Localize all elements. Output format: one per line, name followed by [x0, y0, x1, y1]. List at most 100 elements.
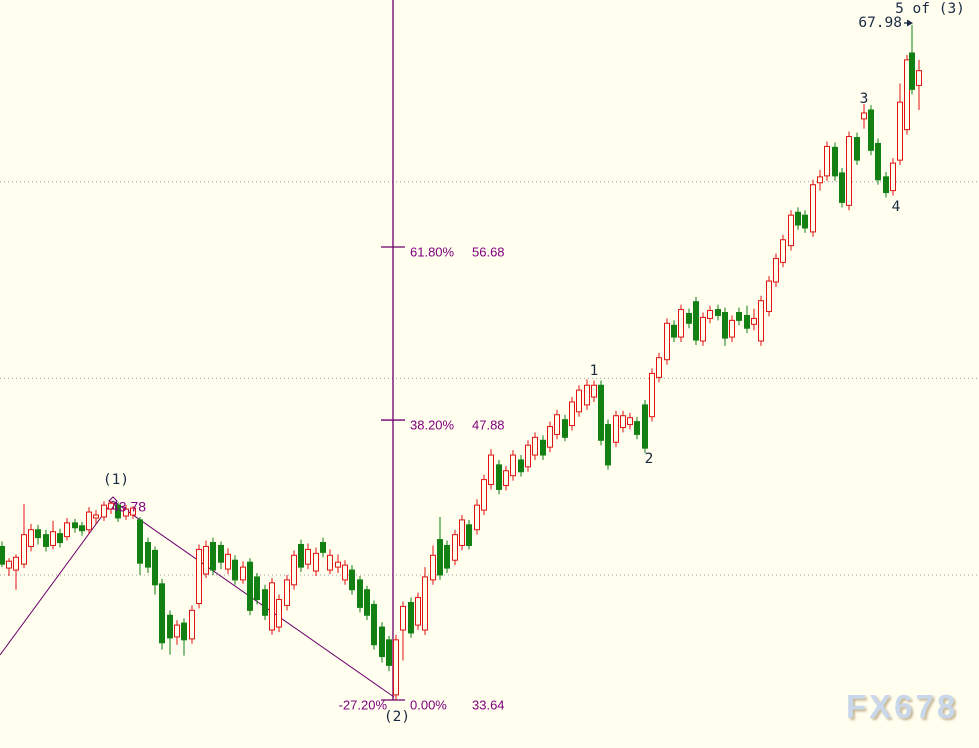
wave-label: 5 of (3): [895, 1, 965, 17]
trendline: [0, 500, 114, 656]
candle-body: [795, 211, 801, 226]
candle-body: [444, 544, 450, 569]
candle-body: [225, 553, 231, 570]
candle-body: [152, 549, 158, 586]
candle-body: [868, 109, 874, 151]
candle-body: [210, 542, 216, 571]
candle-body: [167, 614, 173, 639]
candle-body: [569, 401, 575, 427]
wave-label: (1): [103, 472, 129, 488]
candle-body: [371, 603, 377, 646]
candle-body: [437, 539, 443, 576]
candle-body: [35, 529, 41, 539]
candle-body: [547, 426, 553, 448]
candle-body: [115, 504, 121, 519]
candle-body: [276, 599, 282, 628]
candle-body: [0, 545, 5, 565]
candle-body: [488, 454, 494, 486]
candle-body: [518, 459, 524, 473]
peak-price-label: 43.78: [111, 499, 146, 515]
fib-pct-label: 61.80%: [410, 244, 455, 259]
candle-body: [649, 372, 655, 418]
wave-label: 1: [590, 363, 599, 379]
candle-body: [240, 566, 246, 581]
candle-body: [298, 543, 304, 568]
candle-body: [452, 534, 458, 561]
candle-body: [715, 309, 721, 316]
candle-body: [904, 59, 910, 131]
candle-body: [342, 564, 348, 581]
candle-body: [736, 312, 742, 321]
candle-body: [108, 502, 114, 510]
candle-body: [839, 172, 845, 203]
candle-body: [93, 514, 99, 519]
candle-body: [357, 579, 363, 608]
candle-body: [846, 136, 852, 206]
fib-pct-label: 38.20%: [410, 417, 455, 432]
candle-body: [269, 582, 275, 631]
candle-body: [203, 545, 209, 575]
candle-body: [576, 389, 582, 413]
candle-body: [232, 559, 238, 581]
candle-body: [656, 357, 662, 378]
candle-body: [664, 322, 670, 361]
high-price-label: 67.98: [858, 15, 902, 31]
candle-body: [554, 414, 560, 435]
candle-body: [6, 560, 12, 569]
candle-body: [189, 609, 195, 640]
candle-body: [700, 316, 706, 342]
fib-pct-label: 0.00%: [410, 697, 447, 712]
candle-body: [817, 176, 823, 184]
watermark: FX678: [846, 688, 959, 725]
candle-body: [780, 239, 786, 263]
candle-body: [50, 531, 56, 546]
candle-body: [832, 146, 838, 177]
candle-body: [525, 444, 531, 468]
candle-body: [897, 101, 903, 161]
fib-price-label: 56.68: [472, 244, 505, 259]
candle-body: [123, 508, 129, 517]
candle-body: [474, 504, 480, 531]
candle-body: [693, 301, 699, 341]
candle-body: [393, 639, 399, 696]
candle-body: [627, 417, 633, 426]
candle-body: [254, 576, 260, 601]
candle-body: [57, 533, 63, 544]
candle-body: [13, 556, 19, 571]
candle-body: [21, 534, 27, 565]
candle-body: [196, 548, 202, 604]
candle-body: [174, 624, 180, 638]
candle-body: [145, 542, 151, 568]
candle-body: [130, 507, 136, 516]
candle-body: [386, 639, 392, 666]
candle-body: [540, 439, 546, 456]
candle-body: [305, 548, 311, 565]
candle-body: [327, 554, 333, 571]
candle-body: [218, 544, 224, 563]
candle-body: [722, 312, 728, 339]
candle-body: [532, 436, 538, 456]
candle-body: [916, 70, 922, 86]
candle-body: [349, 569, 355, 591]
candle-body: [503, 470, 509, 487]
candle-body: [86, 511, 92, 531]
candle-body: [802, 214, 808, 229]
candle-body: [284, 579, 290, 606]
candle-body: [854, 137, 860, 161]
candle-body: [496, 464, 502, 490]
candle-body: [686, 312, 692, 324]
candle-body: [678, 309, 684, 338]
candle-body: [584, 384, 590, 406]
candle-body: [379, 626, 385, 658]
trendline: [112, 500, 395, 698]
candle-body: [400, 605, 406, 631]
fib-neg-pct-label: -27.20%: [339, 697, 388, 712]
candle-body: [875, 142, 881, 181]
candle-body: [744, 314, 750, 329]
candle-body: [824, 145, 830, 177]
candle-body: [620, 415, 626, 429]
candle-body: [159, 583, 165, 644]
wave-label: 4: [892, 199, 901, 215]
candle-body: [729, 319, 735, 338]
